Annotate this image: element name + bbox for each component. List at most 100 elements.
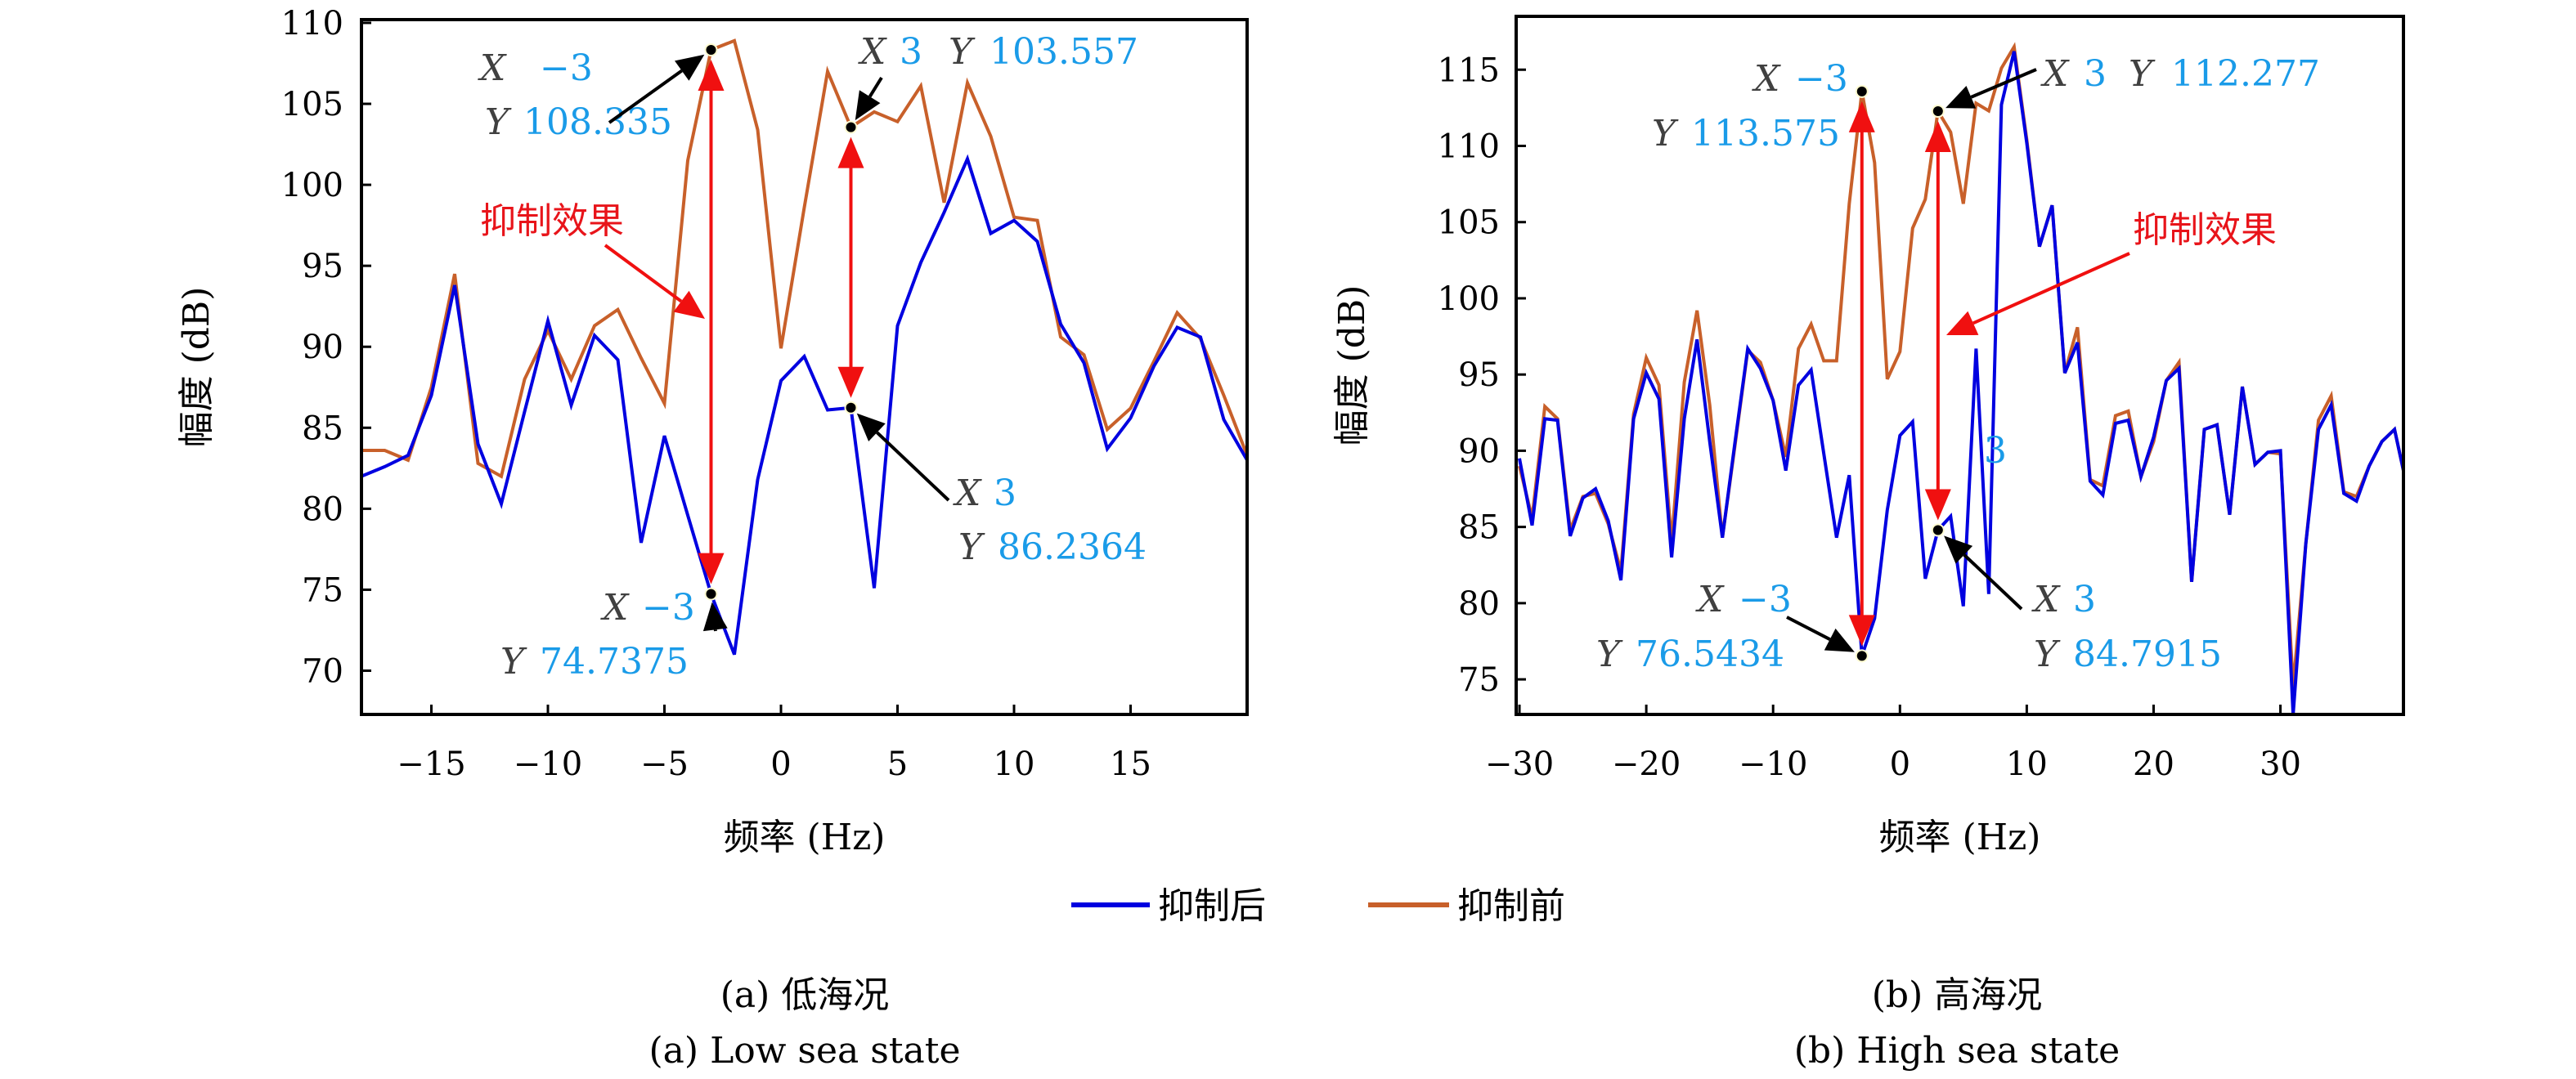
- x-tick-label: 10: [994, 745, 1035, 783]
- datatip-marker: [1931, 523, 1945, 537]
- x-tick-label: −20: [1612, 745, 1681, 783]
- effect-label: 抑制效果: [2133, 209, 2277, 251]
- x-tick-label: −15: [397, 745, 465, 783]
- x-tick-label: 10: [2006, 745, 2048, 783]
- x-tick-label: −10: [514, 745, 582, 783]
- datatip-x-key: X: [2040, 53, 2070, 95]
- datatip-pointer-head: [856, 413, 886, 441]
- datatip-marker: [1855, 649, 1869, 663]
- datatip-pointer-head: [702, 602, 728, 632]
- datatip-y-value: 103.557: [990, 31, 1138, 73]
- x-tick-label: 0: [1890, 745, 1910, 783]
- x-tick-label: 20: [2133, 745, 2174, 783]
- effect-arrow-head-down: [837, 366, 864, 398]
- effect-pointer-head: [673, 290, 705, 319]
- datatip-y-key: Y: [2034, 634, 2061, 675]
- datatip-marker: [844, 120, 858, 134]
- y-tick-label: 90: [1458, 432, 1500, 470]
- effect-arrow-head-down: [1924, 489, 1951, 521]
- datatip-x-value: −3: [540, 47, 593, 89]
- datatip-y-value: 74.7375: [540, 641, 689, 683]
- datatip-x-key: X: [478, 47, 507, 89]
- datatip-marker: [704, 587, 718, 601]
- y-tick-label: 95: [302, 248, 343, 285]
- effect-pointer-head: [1946, 311, 1979, 335]
- caption-a-en: (a) Low sea state: [649, 1030, 961, 1072]
- stray-datatip-value: 3: [1984, 430, 2007, 472]
- x-axis-title: 频率 (Hz): [724, 817, 886, 858]
- effect-arrow-head-up: [1924, 121, 1951, 153]
- datatip-marker: [1931, 105, 1945, 119]
- datatip-y-key: Y: [500, 641, 527, 683]
- datatip-pointer-line: [876, 431, 950, 502]
- chart-high: −30 −20 −10 0 10 20 30 75 80 85 90 95 100 105 110 115 频率…: [1331, 15, 2405, 858]
- effect-label: 抑制效果: [480, 200, 624, 242]
- y-tick-label: 105: [281, 86, 343, 123]
- effect-arrow-head-down: [698, 553, 725, 584]
- datatip-y-value: 84.7915: [2073, 634, 2222, 675]
- datatip-x-key: X: [858, 31, 887, 73]
- caption-b-en: (b) High sea state: [1794, 1030, 2120, 1072]
- datatip-y-value: 112.277: [2171, 53, 2320, 95]
- datatip-y-key: Y: [1596, 634, 1623, 675]
- y-axis-title: 幅度 (dB): [176, 287, 218, 448]
- y-axis-title: 幅度 (dB): [1331, 285, 1373, 446]
- series-line-after: [1518, 51, 2403, 714]
- x-tick-label: 5: [887, 745, 908, 783]
- datatip-y-key: Y: [2129, 53, 2156, 95]
- datatip-pointer-head: [855, 90, 881, 121]
- effect-pointer-line: [1972, 252, 2130, 325]
- datatip-pointer-line: [868, 76, 883, 98]
- datatip-x-value: 3: [2073, 579, 2096, 620]
- chart-low: −15 −10 −5 0 5 10 15 70 75 80 85 90 95 100 105 110 频率 (H…: [176, 5, 1249, 858]
- y-tick-label: 110: [281, 5, 343, 43]
- y-tick-label: 80: [302, 490, 343, 528]
- y-tick-label: 100: [281, 167, 343, 204]
- datatip-y-key: Y: [485, 101, 512, 143]
- datatip-pointer-line: [1970, 68, 2037, 99]
- y-tick-label: 90: [302, 329, 343, 366]
- datatip-y-value: 86.2364: [998, 526, 1147, 568]
- x-tick-label: −5: [640, 745, 689, 783]
- datatip-x-value: 3: [900, 31, 922, 73]
- datatip-x-key: X: [1695, 579, 1725, 620]
- datatip-pointer-head: [1944, 535, 1973, 564]
- legend-before-label: 抑制前: [1457, 885, 1565, 927]
- y-tick-label: 75: [302, 571, 343, 609]
- datatip-pointer-line: [608, 69, 683, 124]
- datatip-y-value: 113.575: [1691, 113, 1840, 154]
- effect-pointer-line: [604, 244, 683, 303]
- axes-frame: [360, 18, 1249, 716]
- effect-arrow-head-down: [1848, 615, 1875, 647]
- datatip-y-key: Y: [958, 526, 985, 568]
- y-tick-label: 115: [1438, 51, 1500, 89]
- y-tick-label: 105: [1438, 204, 1500, 242]
- legend-after-label: 抑制后: [1158, 885, 1266, 927]
- datatip-x-value: 3: [994, 472, 1016, 514]
- effect-arrow-head-up: [1848, 101, 1875, 132]
- datatip-pointer-head: [1824, 628, 1855, 652]
- axes-frame: [1515, 15, 2405, 716]
- datatip-pointer-line: [1963, 553, 2023, 611]
- y-tick-label: 95: [1458, 356, 1500, 394]
- datatip-pointer-line: [1786, 616, 1831, 641]
- legend: 抑制后 抑制前: [1071, 885, 1565, 927]
- datatip-x-value: −3: [1739, 579, 1792, 620]
- datatip-x-value: 3: [2084, 53, 2107, 95]
- x-axis-title: 频率 (Hz): [1879, 817, 2041, 858]
- datatip-marker: [704, 43, 718, 56]
- caption-a-cn: (a) 低海况: [720, 974, 890, 1016]
- datatip-pointer-head: [674, 54, 705, 81]
- series-line-before: [361, 38, 1247, 479]
- caption-b-cn: (b) 高海况: [1872, 974, 2042, 1016]
- datatip-x-key: X: [953, 472, 982, 514]
- x-tick-label: −10: [1739, 745, 1807, 783]
- datatip-x-value: −3: [642, 587, 695, 629]
- datatip-pointer-head: [1945, 86, 1977, 109]
- datatip-x-key: X: [1752, 58, 1781, 100]
- x-tick-label: 0: [770, 745, 791, 783]
- y-tick-label: 80: [1458, 585, 1500, 623]
- datatip-y-value: 108.335: [523, 101, 672, 143]
- effect-arrow-head-up: [837, 137, 864, 168]
